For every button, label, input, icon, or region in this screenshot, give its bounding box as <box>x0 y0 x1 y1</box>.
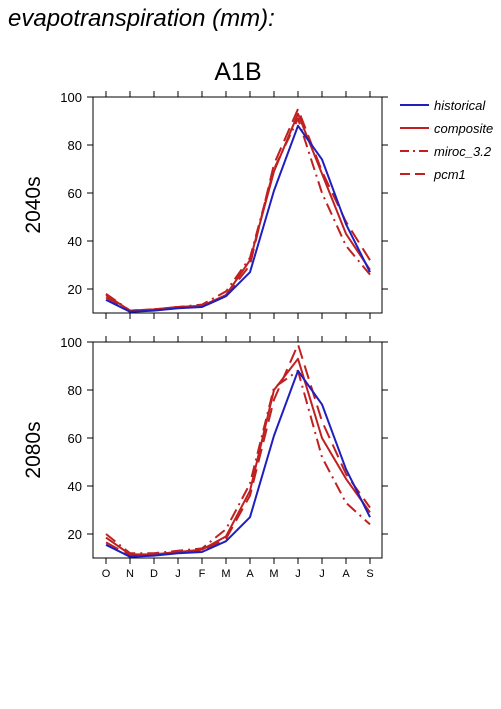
y-tick-label: 20 <box>68 282 82 297</box>
y-tick-label: 20 <box>68 527 82 542</box>
x-tick-label: O <box>102 568 111 580</box>
y-tick-label: 40 <box>68 479 82 494</box>
row-label: 2080s <box>22 421 45 478</box>
series-line-miroc_3.2 <box>105 117 371 312</box>
series-line-historical <box>105 124 371 313</box>
series-line-pcm1 <box>105 343 371 557</box>
y-tick-label: 40 <box>68 234 82 249</box>
legend-label: pcm1 <box>433 167 466 182</box>
series-line-historical <box>105 369 371 558</box>
legend-item-composite: composite <box>400 121 493 136</box>
y-tick-label: 60 <box>68 186 82 201</box>
legend-label: composite <box>434 121 493 136</box>
legend-item-historical: historical <box>400 98 486 113</box>
x-tick-label: S <box>366 568 373 580</box>
x-tick-label: D <box>150 568 158 580</box>
series-line-pcm1 <box>105 108 371 312</box>
legend-label: miroc_3.2 <box>434 144 492 159</box>
legend-label: historical <box>434 98 486 113</box>
panel-2080s: 20 40 60 80 100 O N D J F M A M J J A S 2080s <box>22 335 388 580</box>
y-tick-label: 100 <box>60 90 82 105</box>
panel-2040s: 20 40 60 80 100 2040s <box>22 90 388 319</box>
legend: historical composite miroc_3.2 pcm1 <box>400 98 493 182</box>
legend-item-miroc_3.2: miroc_3.2 <box>400 144 492 159</box>
plot-frame <box>92 341 383 559</box>
x-tick-label: J <box>319 568 325 580</box>
x-tick-label: F <box>199 568 206 580</box>
y-tick-label: 60 <box>68 431 82 446</box>
x-tick-label: J <box>295 568 301 580</box>
legend-item-pcm1: pcm1 <box>400 167 466 182</box>
y-tick-label: 80 <box>68 383 82 398</box>
series-line-miroc_3.2 <box>105 369 371 555</box>
row-label: 2040s <box>22 176 45 233</box>
x-tick-label: M <box>269 568 278 580</box>
x-tick-label: J <box>175 568 181 580</box>
y-tick-label: 100 <box>60 335 82 350</box>
x-tick-label: A <box>342 568 350 580</box>
x-tick-label: M <box>221 568 230 580</box>
x-tick-label: N <box>126 568 134 580</box>
scenario-title: A1B <box>214 58 261 86</box>
y-tick-label: 80 <box>68 138 82 153</box>
figure-title: evapotranspiration (mm): <box>8 5 275 32</box>
series-line-composite <box>105 357 371 556</box>
plot-frame <box>92 96 383 314</box>
x-tick-label: A <box>246 568 254 580</box>
